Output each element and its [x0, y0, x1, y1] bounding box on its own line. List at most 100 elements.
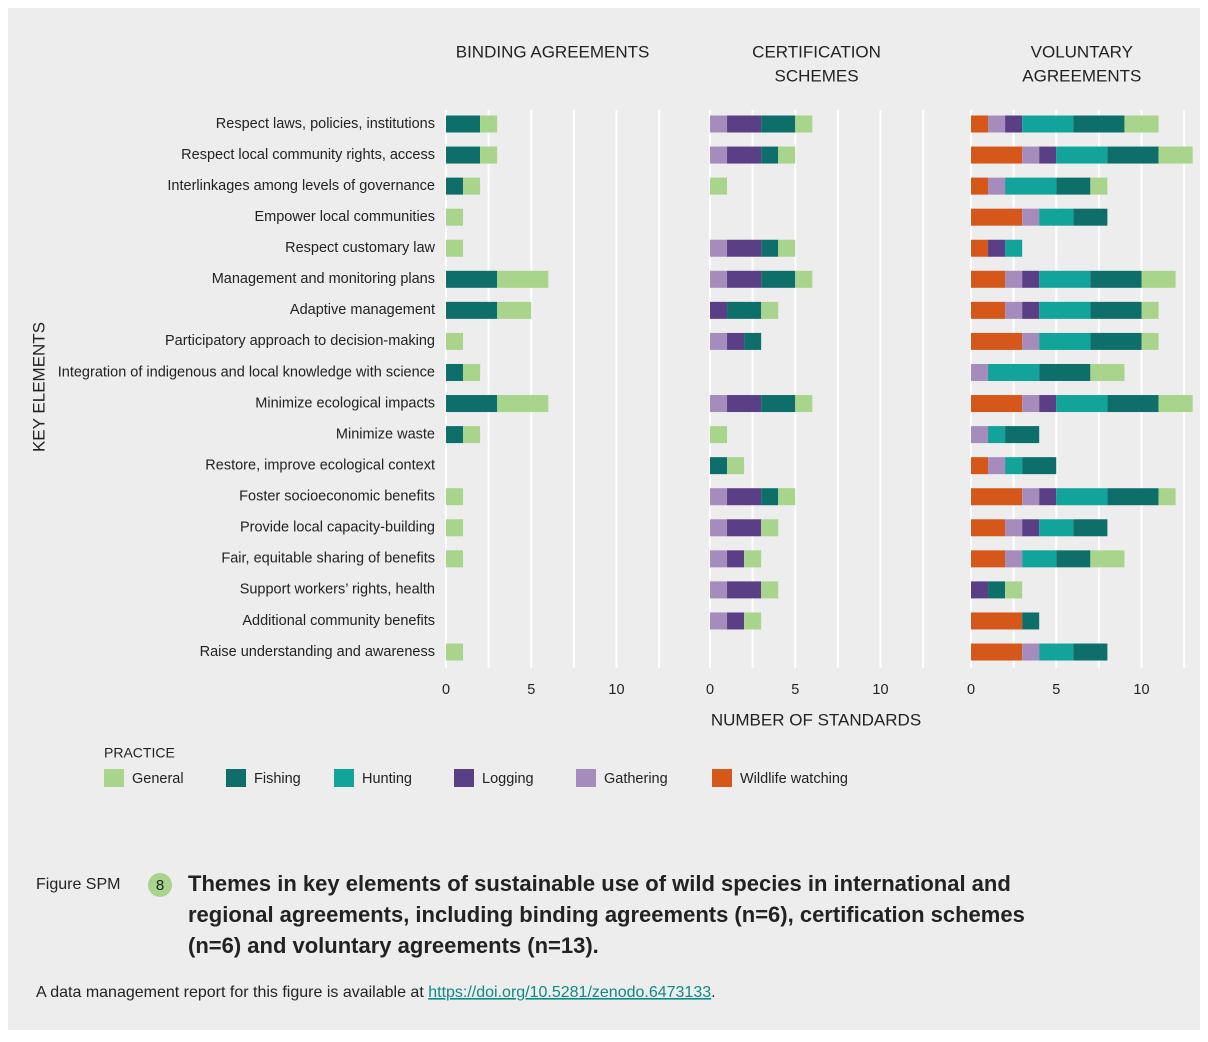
legend-swatch	[454, 769, 474, 787]
bar-segment	[1073, 115, 1125, 133]
bar-segment	[727, 612, 745, 630]
bar-segment	[1090, 270, 1142, 288]
x-tick-label: 5	[1052, 682, 1060, 698]
bar-segment	[463, 426, 481, 444]
bar-segment	[710, 519, 728, 537]
bar-segment	[710, 426, 728, 444]
bar-segment	[988, 239, 1006, 257]
bar-segment	[710, 612, 728, 630]
bar-segment	[761, 488, 779, 506]
bar-segment	[971, 457, 989, 475]
bar-segment	[1090, 332, 1142, 350]
bar-segment	[761, 395, 796, 413]
bar-segment	[1022, 270, 1040, 288]
bar-segment	[971, 581, 989, 599]
category-label: Adaptive management	[290, 302, 435, 318]
bar-segment	[727, 581, 762, 599]
bar-segment	[1022, 550, 1057, 568]
bar-segment	[778, 488, 796, 506]
bar-segment	[727, 239, 762, 257]
bar-segment	[446, 208, 464, 226]
bar-segment	[1022, 519, 1040, 537]
category-label: Support workers’ rights, health	[240, 582, 435, 598]
bar-segment	[761, 146, 779, 164]
bar-segment	[446, 301, 498, 319]
bar-segment	[1073, 208, 1108, 226]
bar-segment	[1005, 426, 1040, 444]
note-text: A data management report for this figure…	[36, 984, 428, 1001]
bar-segment	[1039, 643, 1074, 661]
bar-segment	[463, 177, 481, 195]
bar-segment	[1005, 270, 1023, 288]
bar-segment	[1022, 146, 1040, 164]
bar-segment	[971, 146, 1023, 164]
bar-segment	[497, 395, 549, 413]
bar-segment	[1090, 363, 1125, 381]
bar-segment	[1005, 550, 1023, 568]
link[interactable]: https://doi.org/10.5281/zenodo.6473133	[428, 984, 711, 1001]
bar-segment	[710, 488, 728, 506]
bar-segment	[727, 301, 762, 319]
bar-segment	[761, 239, 779, 257]
bar-segment	[446, 332, 464, 350]
bar-segment	[971, 519, 1006, 537]
caption-line: (n=6) and voluntary agreements (n=13).	[188, 933, 599, 958]
legend-label: Wildlife watching	[740, 771, 848, 787]
bar-segment	[971, 488, 1023, 506]
bar-segment	[727, 115, 762, 133]
bar-segment	[761, 581, 779, 599]
bar-segment	[1022, 643, 1040, 661]
bar-segment	[710, 270, 728, 288]
x-tick-label: 5	[527, 682, 535, 698]
bar-segment	[1022, 488, 1040, 506]
bar-segment	[446, 270, 498, 288]
bar-segment	[446, 395, 498, 413]
bar-segment	[971, 301, 1006, 319]
category-label: Provide local capacity-building	[240, 520, 435, 536]
bar-segment	[1022, 115, 1074, 133]
category-label: Management and monitoring plans	[212, 271, 435, 287]
legend-swatch	[104, 769, 124, 787]
bar-segment	[1056, 488, 1108, 506]
bar-segment	[727, 519, 762, 537]
bar-segment	[971, 363, 989, 381]
bar-segment	[1056, 395, 1108, 413]
bar-segment	[710, 332, 728, 350]
bar-segment	[710, 115, 728, 133]
bar-segment	[1039, 270, 1091, 288]
bar-segment	[710, 581, 728, 599]
bar-segment	[446, 488, 464, 506]
panel-title: VOLUNTARY	[1031, 42, 1133, 61]
bar-segment	[1141, 270, 1176, 288]
bar-segment	[1022, 395, 1040, 413]
bar-segment	[988, 457, 1006, 475]
bar-segment	[971, 239, 989, 257]
bar-segment	[727, 146, 762, 164]
bar-segment	[446, 115, 481, 133]
bar-segment	[761, 519, 779, 537]
bar-segment	[1107, 395, 1159, 413]
panel-title: CERTIFICATION	[752, 42, 881, 61]
panel-title: SCHEMES	[775, 66, 859, 85]
bar-segment	[1005, 239, 1023, 257]
bar-segment	[710, 457, 728, 475]
bar-segment	[1107, 488, 1159, 506]
bar-segment	[710, 395, 728, 413]
bar-segment	[1005, 301, 1023, 319]
bar-segment	[446, 643, 464, 661]
bar-segment	[1107, 146, 1159, 164]
bar-segment	[988, 363, 1040, 381]
bar-segment	[971, 550, 1006, 568]
bar-segment	[1039, 363, 1091, 381]
legend-label: General	[132, 771, 184, 787]
legend-label: Fishing	[254, 771, 301, 787]
caption-line: Themes in key elements of sustainable us…	[188, 871, 1011, 896]
bar-segment	[1158, 395, 1193, 413]
x-tick-label: 0	[967, 682, 975, 698]
bar-segment	[1056, 146, 1108, 164]
bar-segment	[710, 301, 728, 319]
category-label: Respect laws, policies, institutions	[216, 116, 435, 132]
bar-segment	[1141, 301, 1159, 319]
